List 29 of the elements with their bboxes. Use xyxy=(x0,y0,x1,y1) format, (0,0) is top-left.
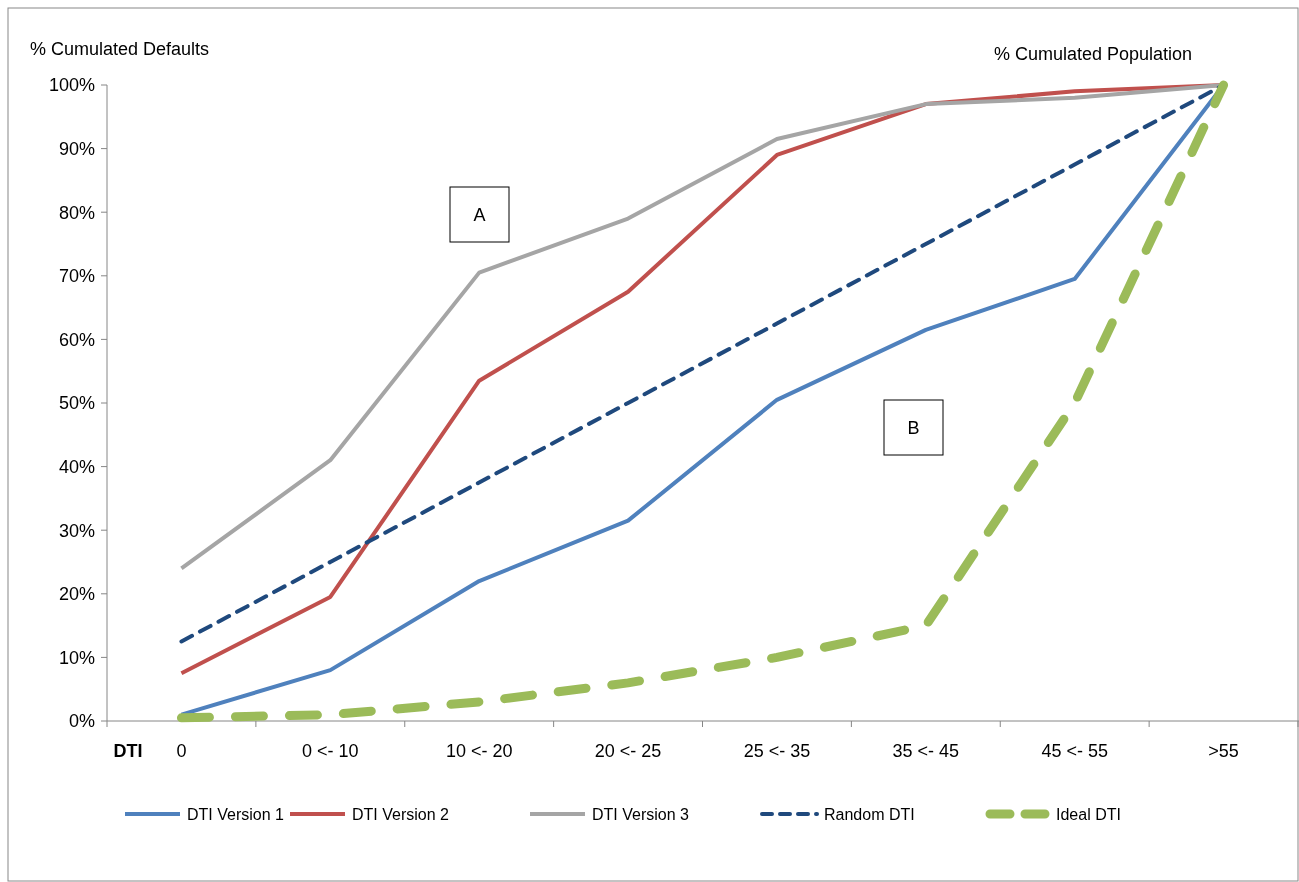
x-tick-label: >55 xyxy=(1208,741,1239,761)
annotation: B xyxy=(907,417,920,438)
x-axis-title: DTI xyxy=(113,741,143,761)
y-tick-label: 50% xyxy=(58,393,95,414)
x-tick-label: 20 <- 25 xyxy=(594,741,662,761)
legend-label: Random DTI xyxy=(824,805,915,823)
y-tick-label: 70% xyxy=(58,266,95,287)
y-tick-label: 90% xyxy=(58,138,95,159)
y-tick-label: 20% xyxy=(58,584,95,605)
y-tick-label: 80% xyxy=(58,202,95,223)
x-tick-label: 0 <- 10 xyxy=(302,741,359,761)
legend-label: DTI Version 2 xyxy=(352,805,450,823)
y-tick-label: 100% xyxy=(48,75,95,96)
y-tick-label: 60% xyxy=(58,329,95,350)
x-tick-label: 35 <- 45 xyxy=(892,741,960,761)
x-tick-label: 25 <- 35 xyxy=(743,741,811,761)
annotation: A xyxy=(473,204,486,225)
y-axis-title: % Cumulated Defaults xyxy=(30,39,210,59)
x-tick-label: 10 <- 20 xyxy=(445,741,513,761)
x-tick-label: 0 xyxy=(176,741,187,761)
y-tick-label: 0% xyxy=(68,711,95,732)
text: % Cumulated Population xyxy=(993,44,1192,64)
legend-label: Ideal DTI xyxy=(1056,805,1121,823)
y-tick-label: 30% xyxy=(58,520,95,541)
legend-label: DTI Version 1 xyxy=(187,805,285,823)
x-tick-label: 45 <- 55 xyxy=(1041,741,1108,761)
legend-label: DTI Version 3 xyxy=(592,805,690,823)
y-tick-label: 40% xyxy=(58,456,95,477)
y-tick-label: 10% xyxy=(58,647,95,668)
